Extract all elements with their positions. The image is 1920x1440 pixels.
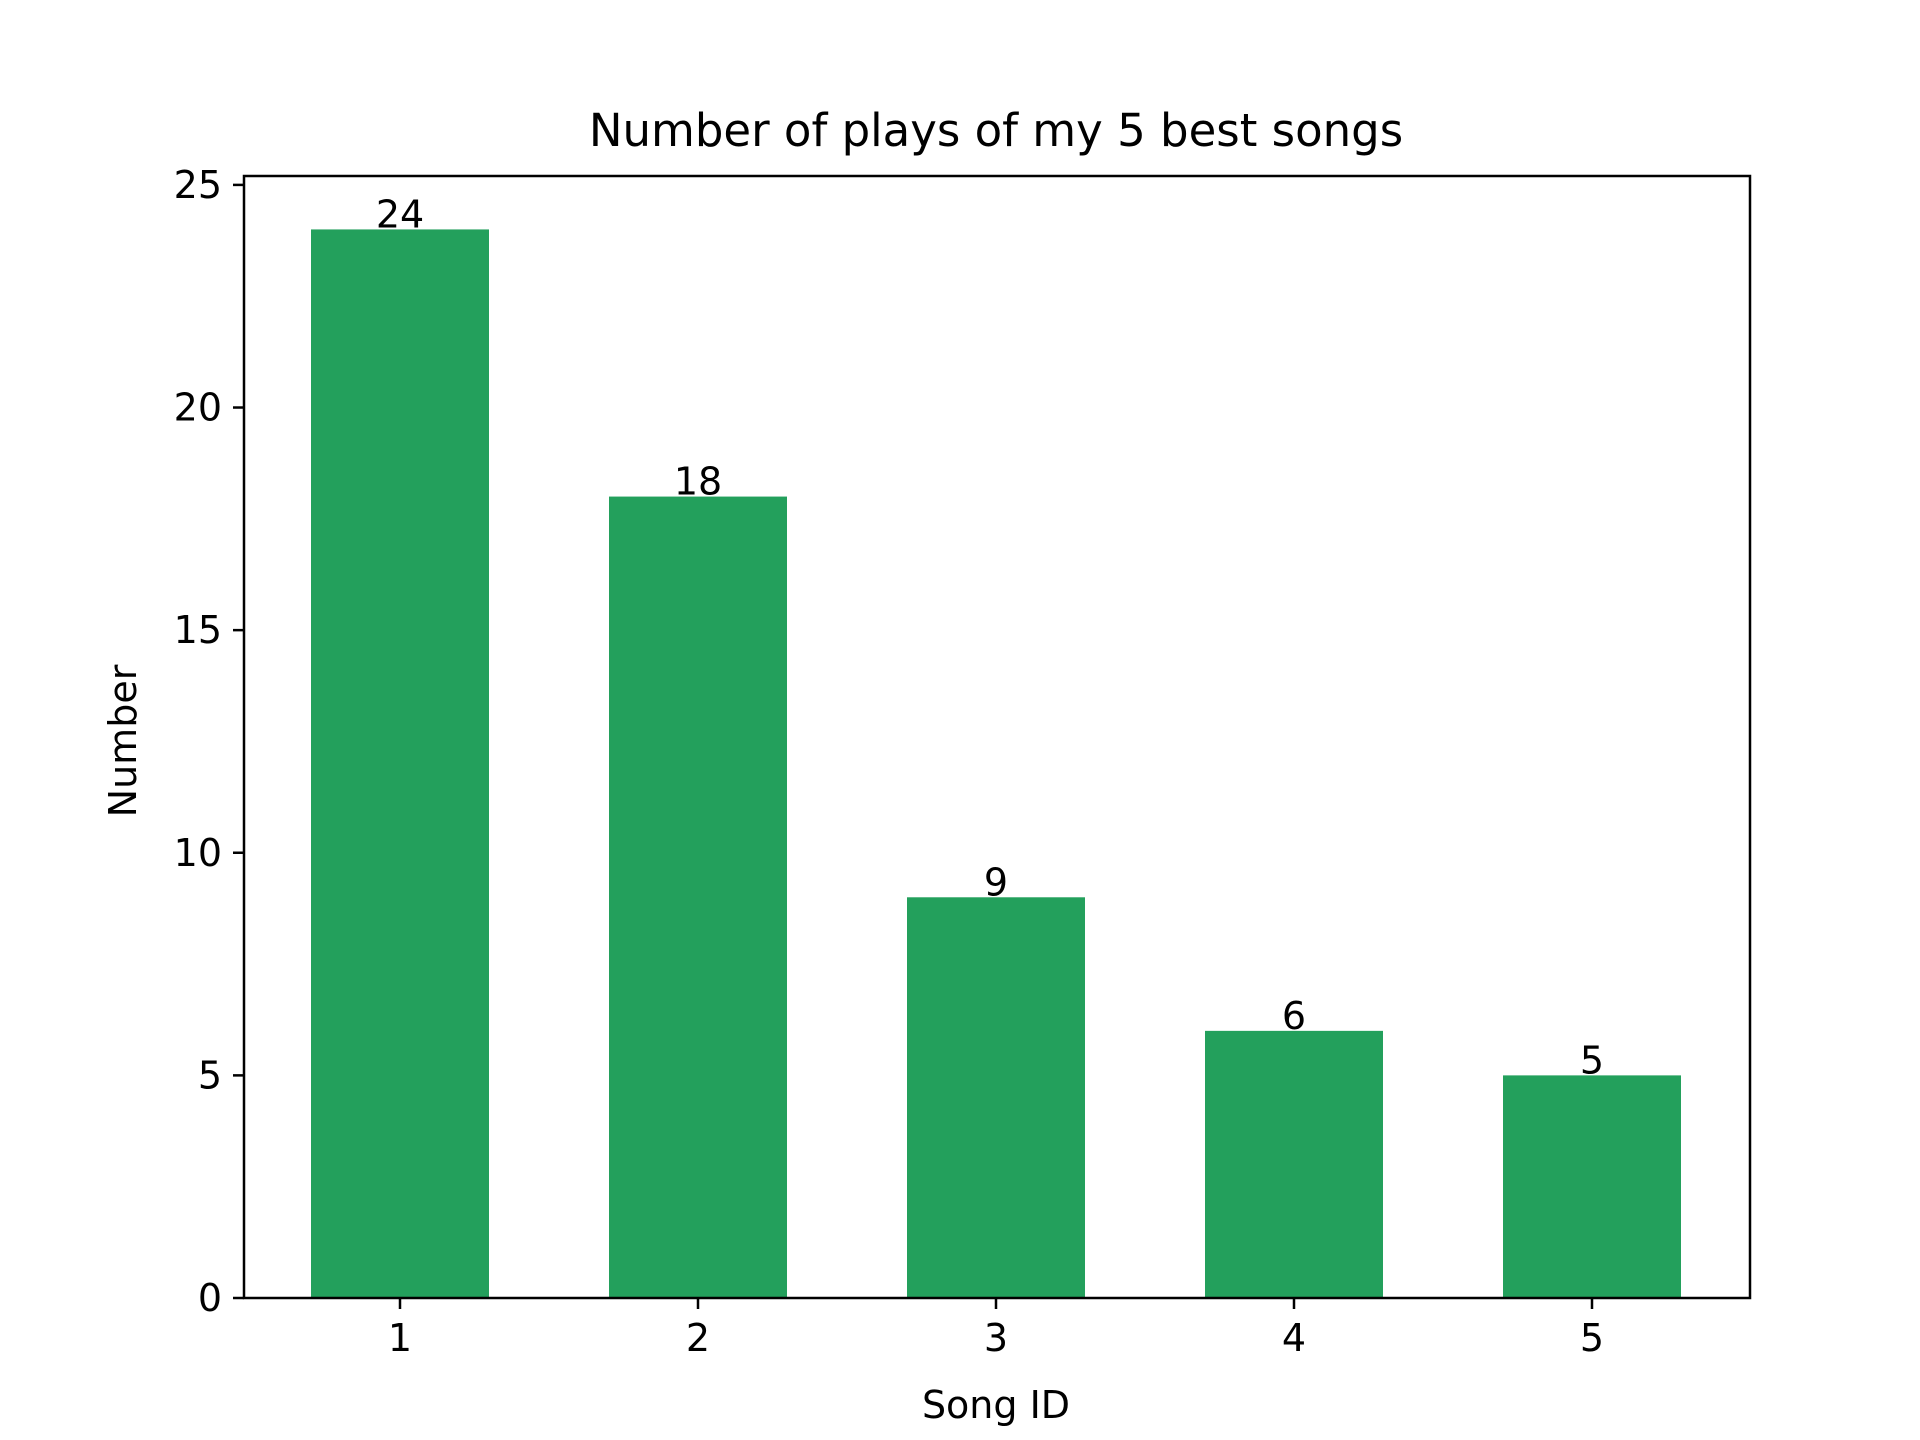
y-axis-label: Number <box>101 664 145 817</box>
bar-5 <box>1503 1075 1681 1298</box>
x-axis-ticks: 1 2 3 4 5 <box>388 1298 1604 1360</box>
x-tick-label-5: 5 <box>1580 1316 1604 1360</box>
x-tick-label-1: 1 <box>388 1316 412 1360</box>
bar-2 <box>609 496 787 1299</box>
bar-3 <box>907 897 1085 1298</box>
y-tick-label-20: 20 <box>174 386 222 430</box>
y-tick-label-0: 0 <box>198 1276 222 1320</box>
x-tick-label-2: 2 <box>686 1316 710 1360</box>
data-label-1: 24 <box>376 192 424 236</box>
bars-group <box>311 229 1681 1299</box>
data-label-5: 5 <box>1580 1038 1604 1082</box>
y-tick-label-10: 10 <box>174 831 222 875</box>
bar-4 <box>1205 1030 1383 1298</box>
x-tick-label-3: 3 <box>984 1316 1008 1360</box>
bar-1 <box>311 229 489 1298</box>
y-axis-ticks: 0 5 10 15 20 25 <box>174 163 244 1320</box>
data-label-2: 18 <box>674 460 722 504</box>
chart-title: Number of plays of my 5 best songs <box>589 104 1403 157</box>
y-tick-label-5: 5 <box>198 1053 222 1097</box>
y-tick-label-15: 15 <box>174 608 222 652</box>
data-label-4: 6 <box>1282 994 1306 1038</box>
y-tick-label-25: 25 <box>174 163 222 207</box>
data-label-3: 9 <box>984 860 1008 904</box>
x-axis-label: Song ID <box>922 1383 1070 1427</box>
x-tick-label-4: 4 <box>1282 1316 1306 1360</box>
data-labels-group: 24 18 9 6 5 <box>376 192 1604 1082</box>
